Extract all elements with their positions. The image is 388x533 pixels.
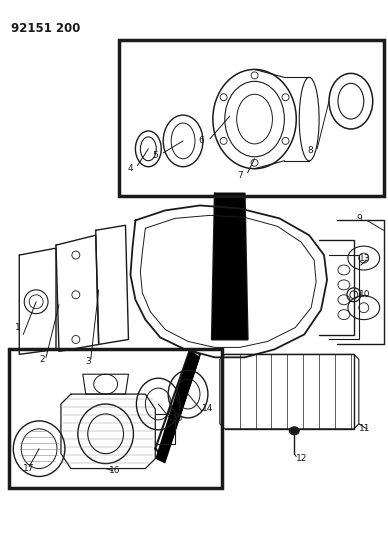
Text: 7: 7 (238, 171, 243, 180)
Text: 13: 13 (359, 254, 370, 263)
Polygon shape (155, 350, 200, 464)
Text: 11: 11 (359, 424, 370, 433)
Text: 10: 10 (359, 290, 370, 300)
Text: 4: 4 (128, 164, 133, 173)
Text: 92151 200: 92151 200 (11, 22, 81, 35)
Text: 12: 12 (296, 454, 308, 463)
Text: 9: 9 (357, 214, 362, 223)
Text: 16: 16 (109, 466, 120, 475)
Text: 3: 3 (85, 357, 90, 366)
Text: 17: 17 (23, 464, 35, 473)
Text: 5: 5 (152, 151, 158, 160)
Text: 2: 2 (39, 355, 45, 364)
Text: 14: 14 (202, 405, 213, 414)
Text: 8: 8 (307, 147, 313, 155)
Polygon shape (212, 193, 248, 340)
Text: 1: 1 (15, 323, 21, 332)
Ellipse shape (289, 427, 299, 435)
Text: 6: 6 (198, 136, 204, 146)
Text: 15: 15 (172, 414, 184, 423)
Bar (9, 350, 222, 488)
Bar (119, 39, 384, 196)
